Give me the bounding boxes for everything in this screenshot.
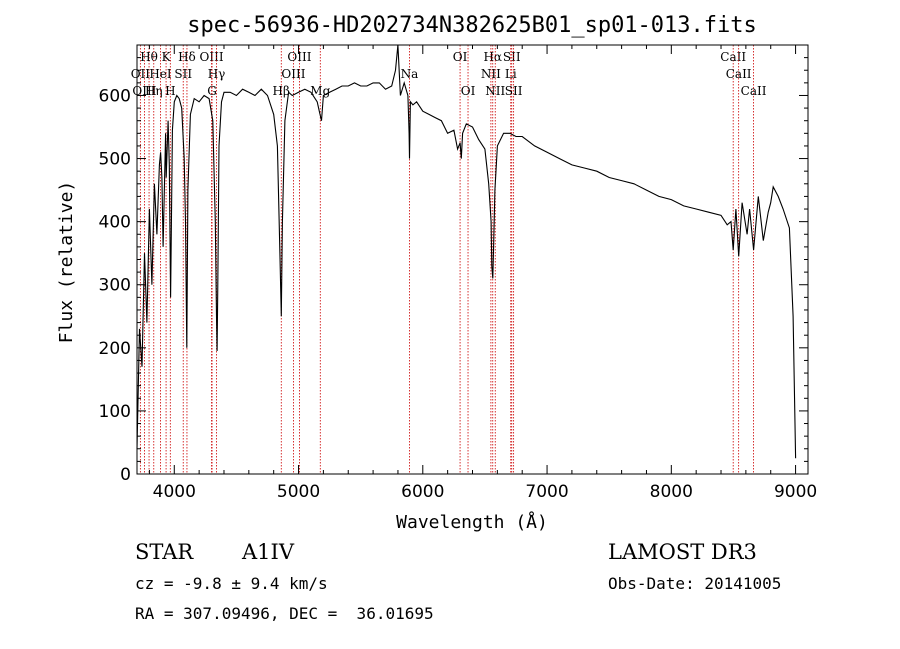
line-marker-label: OIII — [287, 50, 311, 64]
line-marker-label: HeI — [149, 67, 172, 81]
y-tick-label: 100 — [99, 402, 131, 422]
x-tick-label: 4000 — [153, 482, 196, 502]
coordinates: RA = 307.09496, DEC = 36.01695 — [135, 604, 434, 623]
line-marker-label: Na — [401, 67, 419, 81]
line-marker-label: NII — [481, 67, 501, 81]
line-marker-label: K — [162, 50, 172, 64]
line-marker-label: CaII — [741, 84, 767, 98]
y-axis: 0 100 200 300 400 500 600 — [99, 57, 808, 485]
line-marker-label: OII — [131, 67, 151, 81]
line-marker-label: Hγ — [208, 67, 226, 81]
object-class: STAR — [135, 540, 194, 564]
line-marker-label: Hδ — [178, 50, 196, 64]
line-marker-label: CaII — [726, 67, 752, 81]
obs-date: Obs-Date: 20141005 — [608, 574, 782, 593]
line-marker-label: OI — [461, 84, 476, 98]
x-tick-label: 6000 — [401, 482, 444, 502]
line-marker-label: SII — [505, 84, 523, 98]
chart-title: spec-56936-HD202734N382625B01_sp01-013.f… — [187, 13, 757, 38]
y-axis-label: Flux (relative) — [56, 181, 77, 344]
line-marker-label: Li — [505, 67, 517, 81]
spectrum-line — [136, 44, 797, 459]
line-marker-label: Hα — [483, 50, 502, 64]
x-tick-label: 8000 — [650, 482, 693, 502]
line-marker-label: OIII — [132, 84, 156, 98]
plot-frame — [136, 44, 809, 475]
survey-name: LAMOST DR3 — [608, 540, 757, 564]
line-marker-label: SII — [174, 67, 192, 81]
y-tick-label: 0 — [120, 465, 131, 485]
line-marker-label: H — [165, 84, 175, 98]
object-subclass: A1IV — [242, 540, 294, 564]
line-marker-label: Hη — [145, 84, 163, 98]
line-marker-label: G — [207, 84, 217, 98]
y-tick-label: 600 — [99, 86, 131, 106]
line-marker-label: OIII — [281, 67, 305, 81]
x-tick-label: 9000 — [774, 482, 817, 502]
y-tick-label: 200 — [99, 339, 131, 359]
x-tick-label: 7000 — [525, 482, 568, 502]
line-marker-label: OI — [453, 50, 468, 64]
x-tick-label: 5000 — [277, 482, 320, 502]
redshift-cz: cz = -9.8 ± 9.4 km/s — [135, 574, 328, 593]
y-tick-label: 300 — [99, 276, 131, 296]
x-axis-label: Wavelength (Å) — [396, 511, 548, 533]
line-marker-label: SII — [503, 50, 521, 64]
line-marker-label: NII — [485, 84, 505, 98]
line-marker-label: CaII — [720, 50, 746, 64]
y-tick-label: 500 — [99, 150, 131, 170]
line-marker-label: Hβ — [273, 84, 290, 98]
y-tick-label: 400 — [99, 213, 131, 233]
line-marker-label: Hθ — [140, 50, 158, 64]
x-axis: 4000 5000 6000 7000 8000 9000 — [148, 45, 817, 502]
